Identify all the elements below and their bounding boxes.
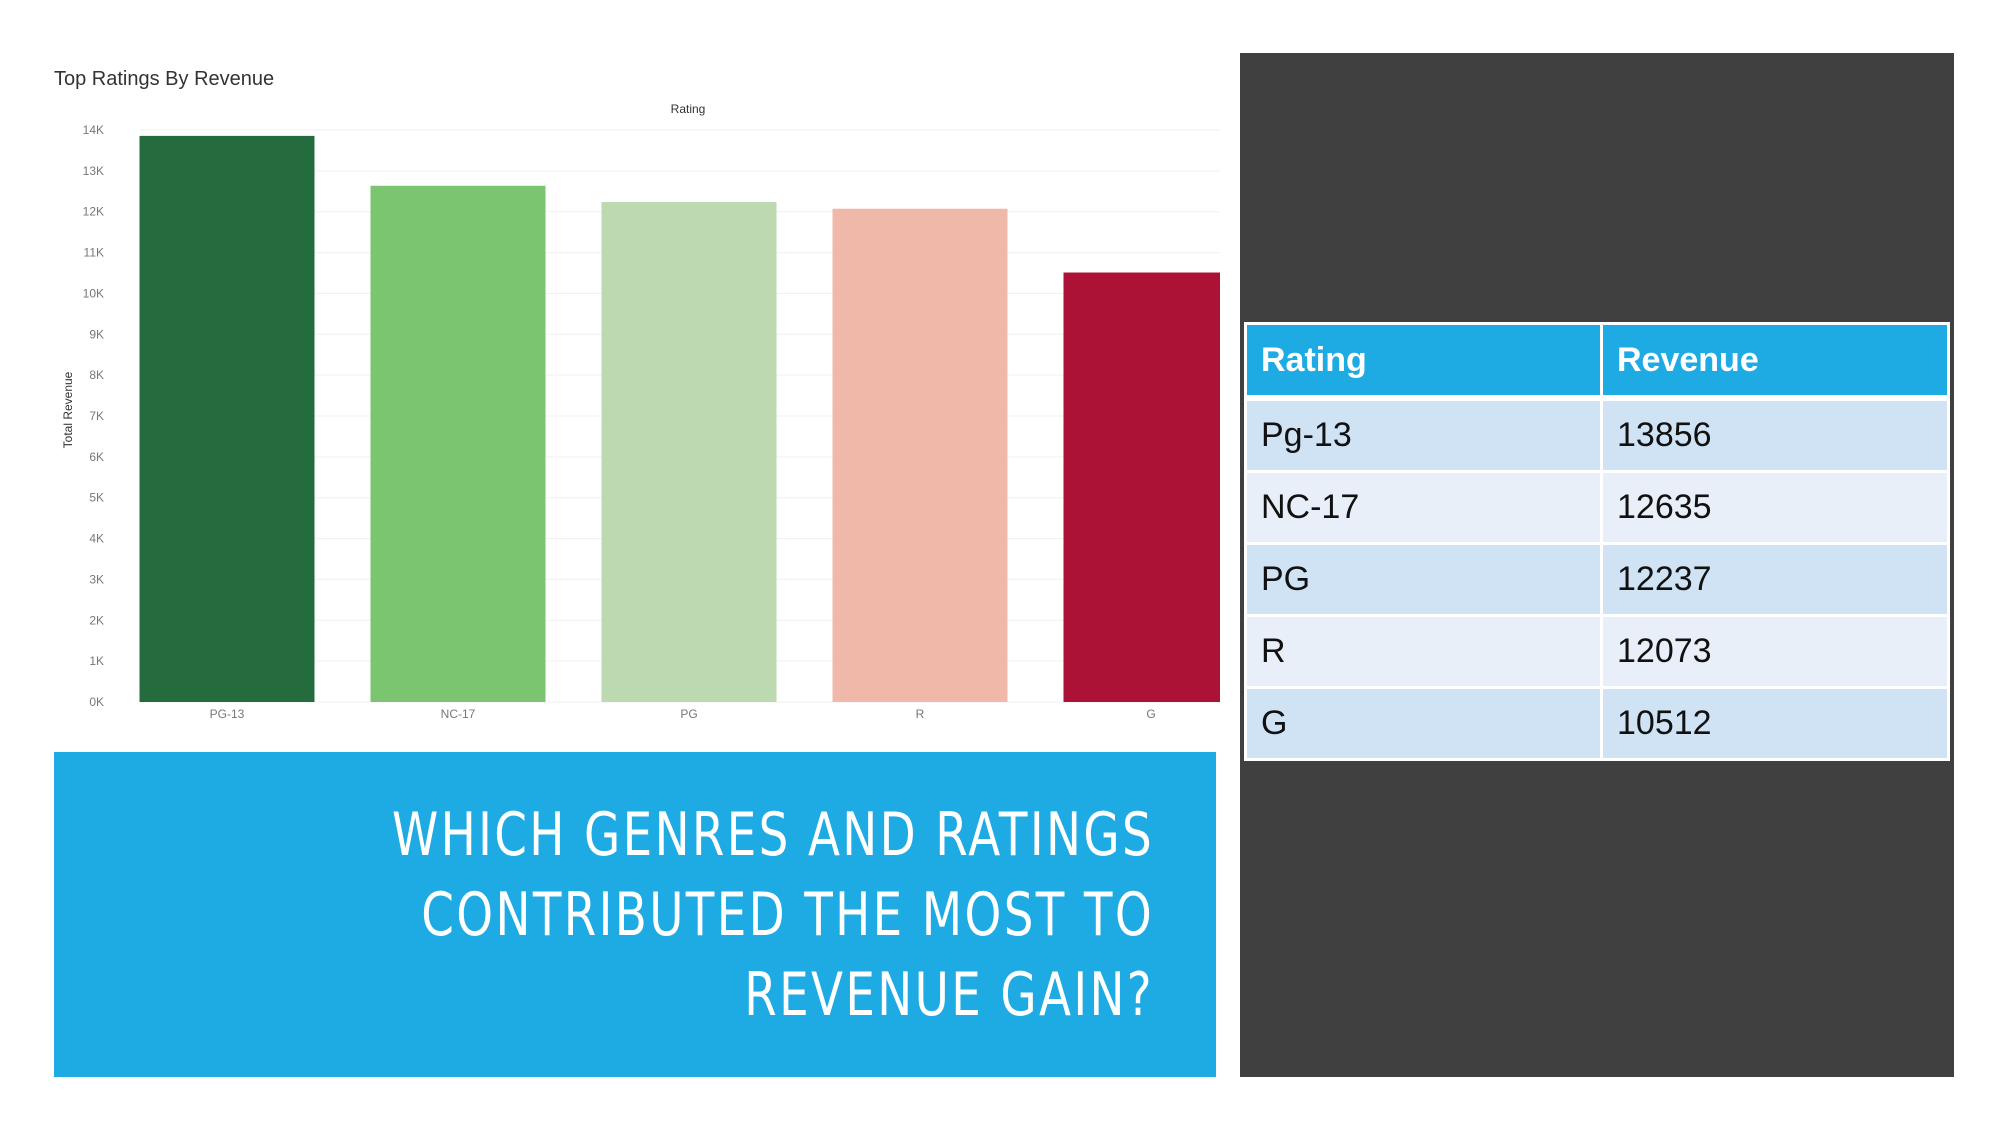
bar-pg-13	[139, 135, 315, 702]
y-tick-label: 1K	[89, 654, 104, 668]
revenue-cell: 12237	[1600, 542, 1950, 617]
table-row: R 12073	[1244, 614, 1950, 689]
revenue-cell: 12635	[1600, 470, 1950, 545]
revenue-cell: 10512	[1600, 686, 1950, 761]
y-tick-label: 8K	[89, 368, 104, 382]
x-category-label: NC-17	[441, 707, 476, 721]
y-tick-label: 11K	[84, 246, 104, 260]
rating-cell: NC-17	[1244, 470, 1603, 545]
y-axis-title: Total Revenue	[61, 371, 75, 448]
chart-title: Top Ratings By Revenue	[54, 68, 274, 90]
table-row: G 10512	[1244, 686, 1950, 761]
revenue-cell: 13856	[1600, 396, 1950, 473]
question-title: Which genres and ratings contributed the…	[392, 799, 1154, 1030]
y-tick-label: 0K	[89, 695, 104, 709]
bar-r	[832, 208, 1008, 702]
x-category-label: PG-13	[210, 707, 245, 721]
x-category-label: G	[1146, 707, 1155, 721]
bar-nc-17	[370, 185, 546, 702]
y-tick-label: 9K	[89, 327, 104, 341]
y-tick-label: 13K	[83, 164, 104, 178]
chart-svg: Top Ratings By Revenue Rating Total Reve…	[54, 68, 1220, 721]
table-row: Pg-13 13856	[1244, 396, 1950, 473]
rating-cell: G	[1244, 686, 1603, 761]
bar-g	[1063, 272, 1220, 702]
y-tick-label: 3K	[89, 572, 104, 586]
header-rating: Rating	[1244, 322, 1603, 400]
rating-cell: PG	[1244, 542, 1603, 617]
y-tick-label: 14K	[83, 123, 104, 137]
y-tick-label: 7K	[89, 409, 104, 423]
y-axis-ticks: 0K 1K 2K 3K 4K 5K 6K 7K 8K 9K 10K 11K 12K 13K 14K	[83, 123, 104, 709]
rating-cell: R	[1244, 614, 1603, 689]
x-category-label: R	[916, 707, 925, 721]
chart-column-header: Rating	[671, 102, 706, 116]
header-revenue: Revenue	[1600, 322, 1950, 400]
y-tick-label: 12K	[83, 205, 104, 219]
y-tick-label: 6K	[89, 450, 104, 464]
table-row: PG 12237	[1244, 542, 1950, 617]
revenue-chart: Top Ratings By Revenue Rating Total Reve…	[50, 60, 1220, 730]
x-axis-categories: PG-13 NC-17 PG R G	[210, 707, 1156, 721]
x-category-label: PG	[680, 707, 697, 721]
bars	[139, 135, 1220, 703]
y-tick-label: 5K	[89, 491, 104, 505]
table-header-row: Rating Revenue	[1244, 322, 1950, 400]
table-row: NC-17 12635	[1244, 470, 1950, 545]
rating-cell: Pg-13	[1244, 396, 1603, 473]
y-tick-label: 10K	[83, 286, 104, 300]
y-tick-label: 2K	[89, 613, 104, 627]
bar-pg	[601, 202, 777, 703]
revenue-cell: 12073	[1600, 614, 1950, 689]
revenue-table: Rating Revenue Pg-13 13856 NC-17 12635 P…	[1244, 322, 1950, 761]
y-tick-label: 4K	[89, 532, 104, 546]
question-banner: Which genres and ratings contributed the…	[54, 752, 1216, 1077]
